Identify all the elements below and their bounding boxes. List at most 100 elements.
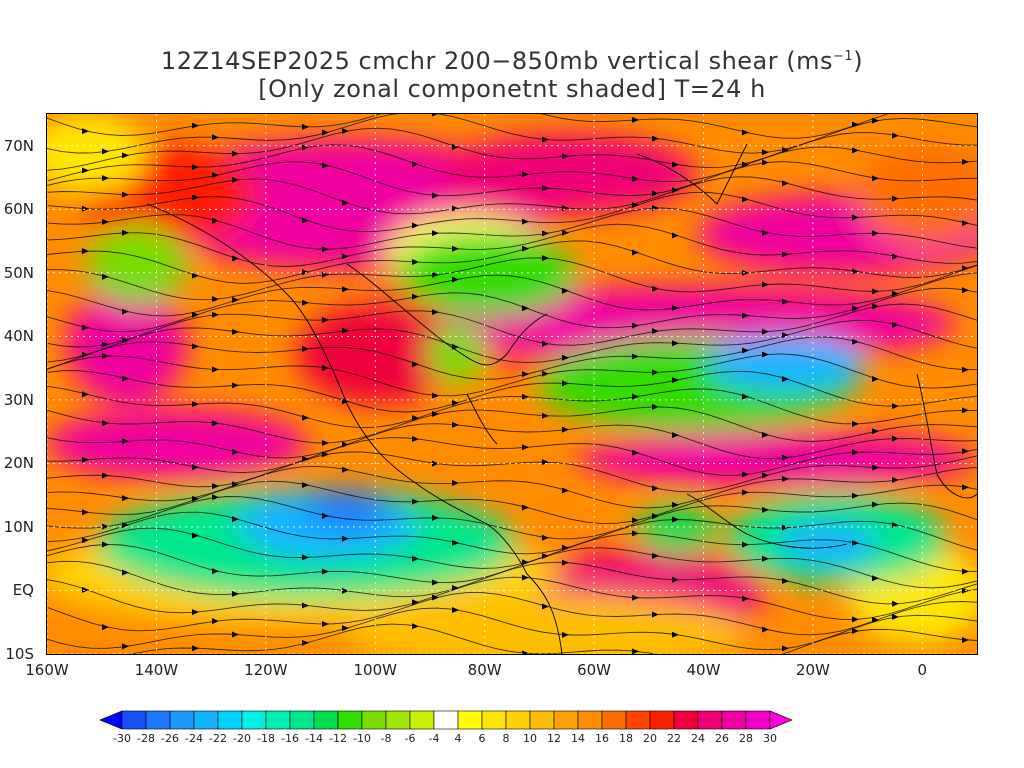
- streamline-arrow: [632, 530, 639, 537]
- streamline-arrow: [432, 594, 439, 601]
- streamline-arrow: [122, 522, 129, 529]
- streamline-arrow: [892, 253, 899, 260]
- streamline-arrow: [892, 600, 899, 607]
- colorbar-label: -20: [233, 732, 251, 745]
- streamline: [47, 303, 977, 348]
- streamline-arrow: [212, 217, 219, 224]
- streamline-arrow: [452, 399, 459, 406]
- streamline-arrow: [852, 420, 859, 427]
- streamline-arrow: [232, 255, 239, 262]
- lon-tick-label: 140W: [134, 661, 179, 679]
- streamline-arrow: [892, 321, 899, 328]
- streamline-arrow: [962, 366, 969, 373]
- streamline-arrow: [562, 153, 569, 160]
- streamline-arrow: [302, 554, 309, 561]
- streamline-arrow: [892, 195, 899, 202]
- streamline-arrow: [452, 421, 459, 428]
- streamline-arrow: [452, 539, 459, 546]
- lon-tick-label: 0: [917, 661, 928, 679]
- streamline-arrow: [82, 586, 89, 593]
- streamline-arrow: [232, 631, 239, 638]
- streamline-arrow: [562, 380, 569, 387]
- lat-tick-label: 30N: [3, 390, 34, 409]
- streamline-arrow: [432, 271, 439, 278]
- streamline: [47, 370, 977, 413]
- streamline-arrow: [102, 420, 109, 427]
- streamline-arrow: [322, 451, 329, 458]
- shear-streamlines: [47, 114, 977, 654]
- streamline-arrow: [562, 487, 569, 494]
- streamline-arrow: [872, 428, 879, 435]
- streamline-arrow: [322, 316, 329, 323]
- streamline-arrow: [872, 175, 879, 182]
- colorbar-label: -26: [161, 732, 179, 745]
- colorbar-label: 4: [454, 732, 462, 745]
- colorbar-swatch: [577, 710, 603, 730]
- streamline-arrow: [632, 322, 639, 329]
- colorbar-swatch: [265, 710, 291, 730]
- streamline-arrow: [782, 298, 789, 305]
- streamline-arrow: [762, 506, 769, 513]
- streamline-arrow: [432, 192, 439, 199]
- streamline-arrow: [322, 129, 329, 136]
- streamline-arrow: [192, 122, 199, 129]
- streamline-arrow: [742, 595, 749, 602]
- streamline-arrow: [232, 382, 239, 389]
- streamline-arrow: [542, 459, 549, 466]
- streamline-arrow: [632, 594, 639, 601]
- colorbar-swatch: [337, 710, 363, 730]
- lon-tick-label: 60W: [577, 661, 612, 679]
- streamline-arrow: [102, 523, 109, 530]
- streamline-arrow: [522, 171, 529, 178]
- streamline-arrow: [652, 611, 659, 618]
- colorbar-swatch: [553, 710, 579, 730]
- streamline-arrow: [872, 303, 879, 310]
- streamline-arrow: [192, 464, 199, 471]
- streamline-arrow: [562, 559, 569, 566]
- streamline-arrow: [192, 401, 199, 408]
- streamline-arrow: [742, 489, 749, 496]
- streamline-arrow: [302, 123, 309, 130]
- streamline-arrow: [542, 255, 549, 262]
- streamline: [47, 385, 977, 429]
- colorbar-swatch: [121, 710, 147, 730]
- streamline-arrow: [782, 146, 789, 153]
- colorbar-swatch: [193, 710, 219, 730]
- streamline-arrow: [672, 501, 679, 508]
- streamline-arrow: [782, 332, 789, 339]
- streamline-arrow: [342, 286, 349, 293]
- colorbar-label: -30: [113, 732, 131, 745]
- streamline-arrow: [872, 575, 879, 582]
- streamline-arrow: [452, 143, 459, 150]
- streamline-arrow: [652, 135, 659, 142]
- streamline-arrow: [82, 456, 89, 463]
- shear-map-svg: [47, 114, 977, 654]
- streamline-arrow: [322, 365, 329, 372]
- streamline-arrow: [452, 606, 459, 613]
- streamline-arrow: [962, 448, 969, 455]
- streamline-arrow: [562, 287, 569, 294]
- streamline-arrow: [782, 454, 789, 461]
- colorbar-label: 24: [691, 732, 705, 745]
- streamline-arrow: [892, 290, 899, 297]
- streamline-arrow: [342, 327, 349, 334]
- streamline-arrow: [412, 599, 419, 606]
- colorbar-swatch: [529, 710, 555, 730]
- streamline-arrow: [432, 309, 439, 316]
- streamline-arrow: [302, 345, 309, 352]
- streamline-arrow: [852, 214, 859, 221]
- streamline-arrow: [122, 337, 129, 344]
- streamline: [129, 623, 977, 654]
- streamline: [47, 272, 977, 317]
- streamline-arrow: [122, 152, 129, 159]
- lon-tick-label: 120W: [244, 661, 288, 679]
- chart-title-line1: 12Z14SEP2025 cmchr 200−850mb vertical sh…: [160, 47, 864, 75]
- colorbar-swatch: [745, 710, 771, 730]
- streamline-arrow: [122, 229, 129, 236]
- streamline-arrow: [652, 403, 659, 410]
- streamline-arrow: [342, 128, 349, 135]
- streamline-arrow: [872, 616, 879, 623]
- streamline-arrow: [962, 484, 969, 491]
- streamline-arrow: [782, 645, 789, 652]
- streamline-arrow: [522, 650, 529, 654]
